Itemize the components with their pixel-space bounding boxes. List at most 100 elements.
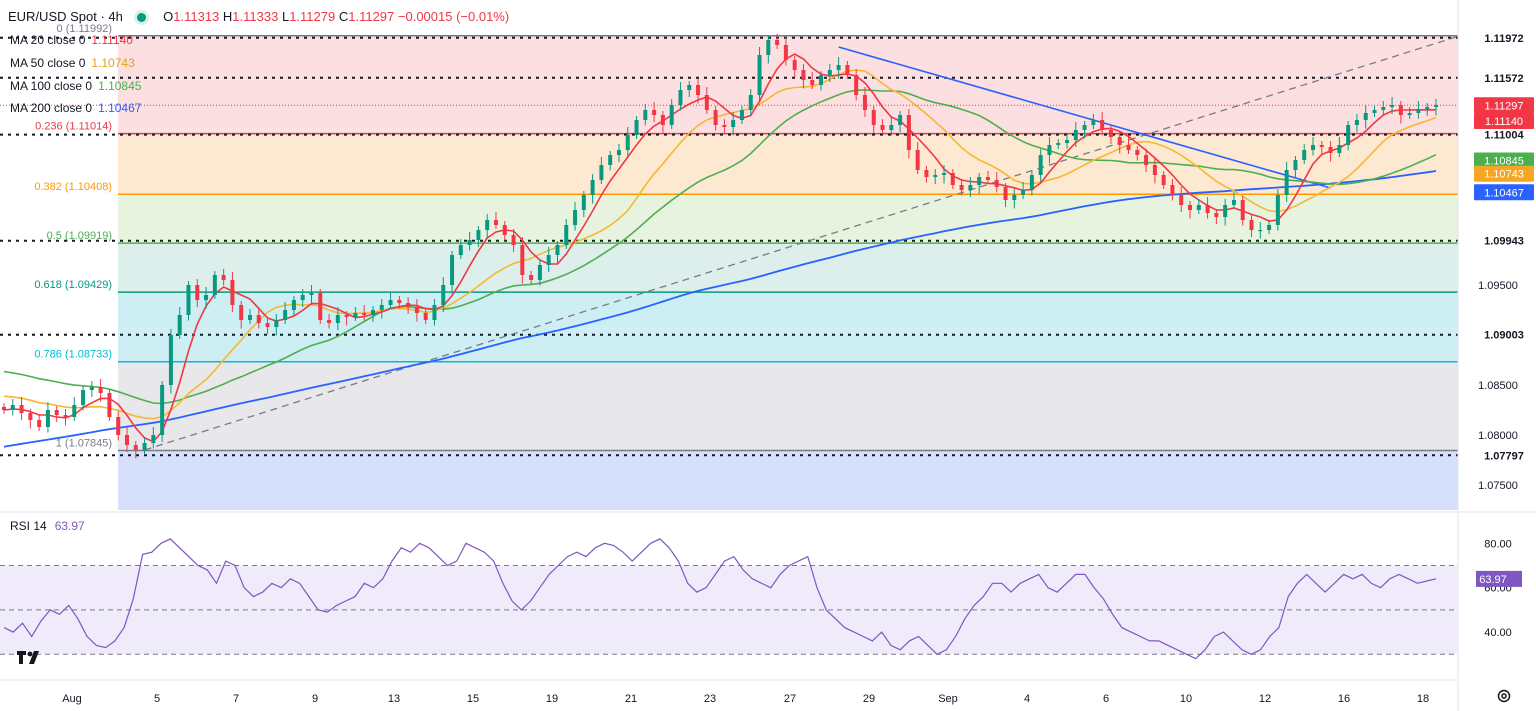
price-badge-label: 1.11140 [1485, 116, 1523, 128]
candle-body [186, 285, 191, 315]
candle-body [353, 313, 358, 317]
fib-level-label: 0.786 (1.08733) [34, 349, 112, 361]
rsi-badge-label: 63.97 [1479, 574, 1507, 586]
candle-body [546, 255, 551, 265]
candle-body [1003, 187, 1008, 200]
ma20-line [3, 53, 1436, 443]
candle-body [212, 275, 217, 295]
candle-body [204, 295, 209, 300]
candle-body [862, 95, 867, 110]
ma50-legend[interactable]: MA 50 close 0 1.10743 [10, 56, 135, 70]
rsi-badge [1476, 570, 1522, 587]
candle-body [1434, 105, 1438, 107]
fib-zone [118, 292, 1458, 362]
candle-body [458, 245, 463, 255]
time-tick-label: 4 [1024, 693, 1030, 705]
time-tick-label: 9 [312, 693, 318, 705]
time-tick-label: Sep [938, 693, 958, 705]
candle-body [1319, 145, 1324, 147]
candle-body [493, 220, 498, 225]
candle-body [19, 405, 24, 413]
candle-body [1214, 213, 1219, 217]
ma20-legend[interactable]: MA 20 close 0 1.11140 [10, 33, 133, 47]
ma200-legend[interactable]: MA 200 close 0 1.10467 [10, 101, 142, 115]
time-tick-label: 23 [704, 693, 716, 705]
candle-body [1258, 230, 1263, 232]
candle-body [124, 435, 129, 445]
ma100-legend[interactable]: MA 100 close 0 1.10845 [10, 79, 142, 93]
candle-body [133, 445, 138, 450]
price-badge [1474, 97, 1534, 114]
price-tick-label: 1.08500 [1478, 380, 1518, 392]
candle-body [959, 185, 964, 190]
rsi-legend[interactable]: RSI 14 63.97 [10, 519, 85, 533]
time-tick-label: 19 [546, 693, 558, 705]
time-tick-label: 15 [467, 693, 479, 705]
candle-body [1390, 105, 1395, 107]
candle-body [1117, 137, 1122, 145]
price-badge [1474, 113, 1534, 129]
price-badge-label: 1.10845 [1484, 156, 1524, 168]
candle-body [467, 240, 472, 245]
candle-body [634, 120, 639, 135]
candle-body [1126, 145, 1131, 150]
candle-body [924, 170, 929, 177]
candle-body [247, 315, 252, 320]
candle-body [1029, 175, 1034, 190]
candle-body [880, 125, 885, 130]
candle-body [792, 60, 797, 70]
level-tag-label: 1.07797 [1484, 450, 1524, 462]
candle-body [1038, 155, 1043, 175]
fib-level-label: 0.618 (1.09429) [34, 279, 112, 291]
candle-body [625, 135, 630, 150]
candle-body [256, 315, 261, 323]
candle-body [441, 285, 446, 305]
candle-body [660, 115, 665, 125]
price-tick-label: 1.08000 [1478, 430, 1518, 442]
candle-body [836, 65, 841, 70]
time-tick-label: Aug [62, 693, 82, 705]
symbol-title[interactable]: EUR/USD Spot · 4h [8, 9, 123, 24]
candle-body [915, 150, 920, 170]
candle-body [977, 177, 982, 185]
candle-body [1152, 165, 1157, 175]
level-tag-bg [1472, 69, 1534, 86]
candle-body [388, 300, 393, 305]
candle-body [748, 95, 753, 110]
candle-body [1021, 190, 1026, 195]
rsi-tick-label: 40.00 [1484, 627, 1512, 639]
candle-body [1346, 125, 1351, 145]
candle-body [327, 320, 332, 323]
fib-zone [118, 35, 1458, 134]
candle-body [195, 285, 200, 300]
fib-zone [118, 194, 1458, 244]
time-tick-label: 13 [388, 693, 400, 705]
candle-body [827, 70, 832, 75]
candle-body [54, 410, 59, 415]
price-tick-label: 1.07500 [1478, 480, 1518, 492]
candle-body [1398, 105, 1403, 115]
candle-body [1425, 107, 1430, 109]
candle-body [502, 225, 507, 235]
candle-body [801, 70, 806, 80]
gear-icon[interactable] [1496, 688, 1512, 704]
candle-body [1144, 155, 1149, 165]
candle-body [1065, 140, 1070, 143]
time-tick-label: 10 [1180, 693, 1192, 705]
candle-body [871, 110, 876, 125]
candle-body [72, 405, 77, 417]
price-badge [1474, 152, 1534, 169]
candle-body [520, 245, 525, 275]
price-badge-label: 1.11297 [1485, 100, 1524, 112]
candle-body [511, 235, 516, 245]
candle-body [107, 393, 112, 417]
candle-body [230, 280, 235, 305]
candle-body [362, 313, 367, 315]
candle-body [63, 415, 68, 417]
candles [2, 34, 1438, 459]
tradingview-logo-icon[interactable] [16, 648, 42, 666]
candle-body [160, 385, 165, 435]
candle-body [678, 90, 683, 105]
rsi-line [3, 538, 1437, 660]
